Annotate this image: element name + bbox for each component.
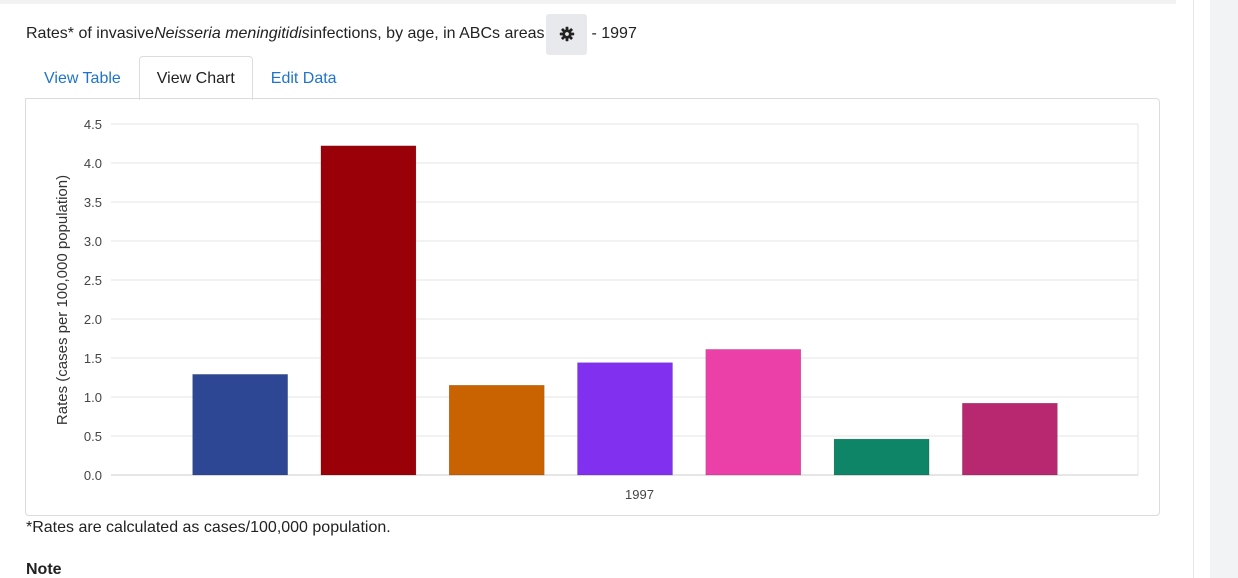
gear-icon [559,26,575,42]
bar-series-2[interactable] [320,145,417,476]
chart-panel: 0.0 0.5 1.0 1.5 2.0 2.5 3.0 3.5 4.0 4.5 1997 Rates… [25,98,1160,516]
title-organism: Neisseria meningitidis [154,25,310,42]
y-tick-label: 1.0 [84,390,102,405]
right-scroll-gutter[interactable] [1210,0,1238,578]
y-tick-label: 4.5 [84,117,102,132]
y-tick-label: 2.5 [84,273,102,288]
bar-series-6[interactable] [833,438,930,476]
tab-edit-data[interactable]: Edit Data [270,70,337,87]
note-heading: Note [26,561,62,578]
bar-series-3[interactable] [448,385,545,476]
y-tick-label: 0.0 [84,468,102,483]
footnote: *Rates are calculated as cases/100,000 p… [26,519,391,536]
settings-button[interactable] [546,13,588,55]
y-axis-label: Rates (cases per 100,000 population) [54,175,71,425]
title-middle: infections, by age, in ABCs areas [309,25,545,42]
chart-tabs: View Table View Chart Edit Data [26,56,355,100]
tab-view-chart[interactable]: View Chart [138,56,253,100]
bar-series-1[interactable] [192,374,288,476]
title-year: - 1997 [591,25,637,42]
y-tick-label: 2.0 [84,312,102,327]
right-divider [1193,0,1194,578]
chart-title: Rates* of invasive Neisseria meningitidi… [26,13,637,55]
y-tick-label: 4.0 [84,156,102,171]
y-tick-label: 3.0 [84,234,102,249]
title-prefix: Rates* of invasive [26,25,155,42]
y-tick-label: 1.5 [84,351,102,366]
bar-series-4[interactable] [577,362,673,476]
bar-series-7[interactable] [962,402,1058,476]
bar-chart: 0.0 0.5 1.0 1.5 2.0 2.5 3.0 3.5 4.0 4.5 1997 Rates… [54,117,1139,502]
y-tick-label: 3.5 [84,195,102,210]
bar-series-5[interactable] [705,349,802,476]
y-tick-label: 0.5 [84,429,102,444]
x-tick-label: 1997 [625,487,654,502]
top-divider [0,0,1176,4]
tab-view-table[interactable]: View Table [44,70,121,87]
